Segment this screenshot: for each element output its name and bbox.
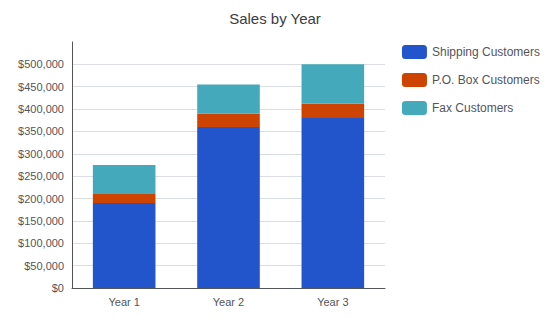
svg-text:$200,000: $200,000 [18, 193, 64, 205]
svg-text:$250,000: $250,000 [18, 170, 64, 182]
svg-text:Shipping Customers: Shipping Customers [432, 45, 540, 59]
svg-text:$350,000: $350,000 [18, 125, 64, 137]
svg-text:$100,000: $100,000 [18, 237, 64, 249]
svg-text:$300,000: $300,000 [18, 148, 64, 160]
svg-text:$150,000: $150,000 [18, 215, 64, 227]
svg-text:Year 1: Year 1 [108, 296, 139, 308]
svg-text:$400,000: $400,000 [18, 103, 64, 115]
svg-text:$0: $0 [52, 282, 64, 294]
svg-text:Year 3: Year 3 [317, 296, 348, 308]
svg-text:P.O. Box Customers: P.O. Box Customers [432, 73, 540, 87]
svg-text:$50,000: $50,000 [24, 260, 64, 272]
svg-text:Sales by Year: Sales by Year [229, 10, 321, 27]
svg-text:Year 2: Year 2 [213, 296, 244, 308]
svg-text:$450,000: $450,000 [18, 81, 64, 93]
svg-text:Fax Customers: Fax Customers [432, 101, 513, 115]
svg-text:$500,000: $500,000 [18, 58, 64, 70]
